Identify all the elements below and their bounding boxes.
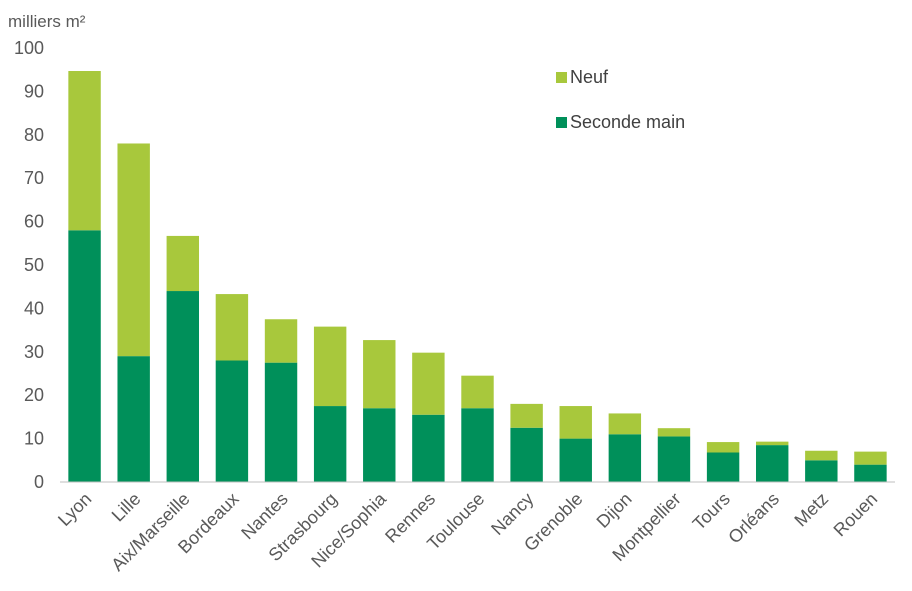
bar-segment [461,375,494,409]
x-tick-label: Orléans [724,489,783,548]
bar-segment [510,427,543,482]
legend-swatch [556,72,567,83]
bar-segment [559,406,592,439]
bar-segment [68,230,101,482]
bar-segment [805,460,838,482]
x-tick-label: Dijon [593,489,636,532]
y-tick-label: 30 [24,342,44,362]
bar-segment [166,291,200,482]
y-tick-label: 10 [24,429,44,449]
y-tick-label: 70 [24,168,44,188]
legend-label: Seconde main [570,112,685,132]
y-tick-label: 80 [24,125,44,145]
bars-group [68,71,887,482]
y-tick-label: 90 [24,81,44,101]
bar-segment [706,452,740,482]
bar-segment [412,414,445,482]
bar-segment [608,434,642,482]
bar-segment [854,464,887,482]
y-tick-label: 40 [24,298,44,318]
y-tick-label: 50 [24,255,44,275]
bar-segment [215,360,249,482]
bar-segment [510,403,543,428]
bar-segment [313,406,347,482]
bar-segment [608,413,642,435]
y-axis-unit-label: milliers m² [8,12,86,31]
y-tick-label: 0 [34,472,44,492]
bar-segment [363,340,396,409]
bar-segment [117,143,150,357]
bar-segment [559,438,592,482]
bar-segment [756,441,789,446]
x-tick-label: Lille [108,489,145,526]
bar-segment [706,442,740,453]
bar-segment [215,294,249,361]
bar-segment [68,71,101,231]
legend: Neuf Seconde main [556,67,685,132]
bar-segment [264,319,298,363]
x-tick-label: Lyon [54,489,95,530]
legend-swatch [556,117,567,128]
x-tick-label: Metz [790,489,832,531]
x-tick-label: Rouen [830,489,882,541]
x-axis-ticks: Lyon LilleAix/MarseilleBordeauxNantesStra… [54,488,881,575]
bar-segment [117,356,150,482]
bar-segment [805,450,838,461]
y-axis-ticks: 0 10 20 30 40 50 60 70 80 90 100 [14,38,44,492]
bar-segment [363,408,396,482]
bar-segment [313,326,347,407]
y-tick-label: 60 [24,212,44,232]
bar-segment [412,352,445,415]
y-tick-label: 20 [24,385,44,405]
y-tick-label: 100 [14,38,44,58]
x-tick-label: Tours [689,489,734,534]
bar-segment [657,428,691,437]
bar-segment [166,235,200,292]
bar-segment [854,451,887,465]
bar-segment [461,408,494,482]
bar-segment [264,362,298,482]
bar-segment [657,436,691,482]
legend-label: Neuf [570,67,609,87]
bar-segment [756,445,789,482]
